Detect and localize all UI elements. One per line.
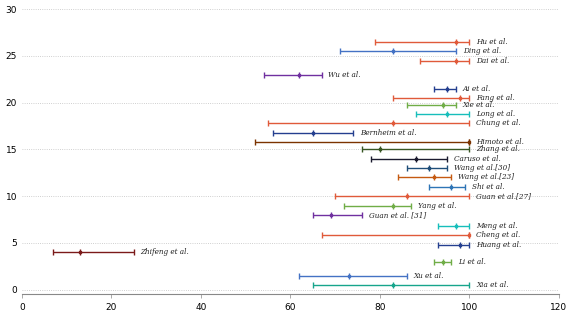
Text: Guan et al.[27]: Guan et al.[27] [476,192,531,200]
Text: Li et al.: Li et al. [458,258,486,266]
Text: Ding et al.: Ding et al. [462,47,501,55]
Text: Zhifeng et al.: Zhifeng et al. [140,248,189,256]
Text: Caruso et al.: Caruso et al. [454,155,500,163]
Text: Fang et al.: Fang et al. [476,94,515,102]
Text: Meng et al.: Meng et al. [476,222,517,230]
Text: Xie et al.: Xie et al. [462,101,495,109]
Text: Xia et al.: Xia et al. [476,281,509,289]
Text: Long et al.: Long et al. [476,110,515,118]
Text: Bernheim et al.: Bernheim et al. [360,128,416,136]
Text: Wang et al.[30]: Wang et al.[30] [454,164,510,172]
Text: Ai et al.: Ai et al. [462,85,491,93]
Text: Chung et al.: Chung et al. [476,119,521,127]
Text: Cheng et al.: Cheng et al. [476,232,520,239]
Text: Guan et al. [31]: Guan et al. [31] [368,211,426,219]
Text: Wang et al.[23]: Wang et al.[23] [458,173,515,182]
Text: Shi et al.: Shi et al. [472,183,504,191]
Text: Xu et al.: Xu et al. [414,272,444,280]
Text: Hu et al.: Hu et al. [476,38,508,46]
Text: Himoto et al.: Himoto et al. [476,138,524,146]
Text: Dai et al.: Dai et al. [476,57,509,65]
Text: Yang et al.: Yang et al. [418,202,457,210]
Text: Wu et al.: Wu et al. [328,71,361,79]
Text: Zhang et al.: Zhang et al. [476,145,520,153]
Text: Huang et al.: Huang et al. [476,241,521,249]
